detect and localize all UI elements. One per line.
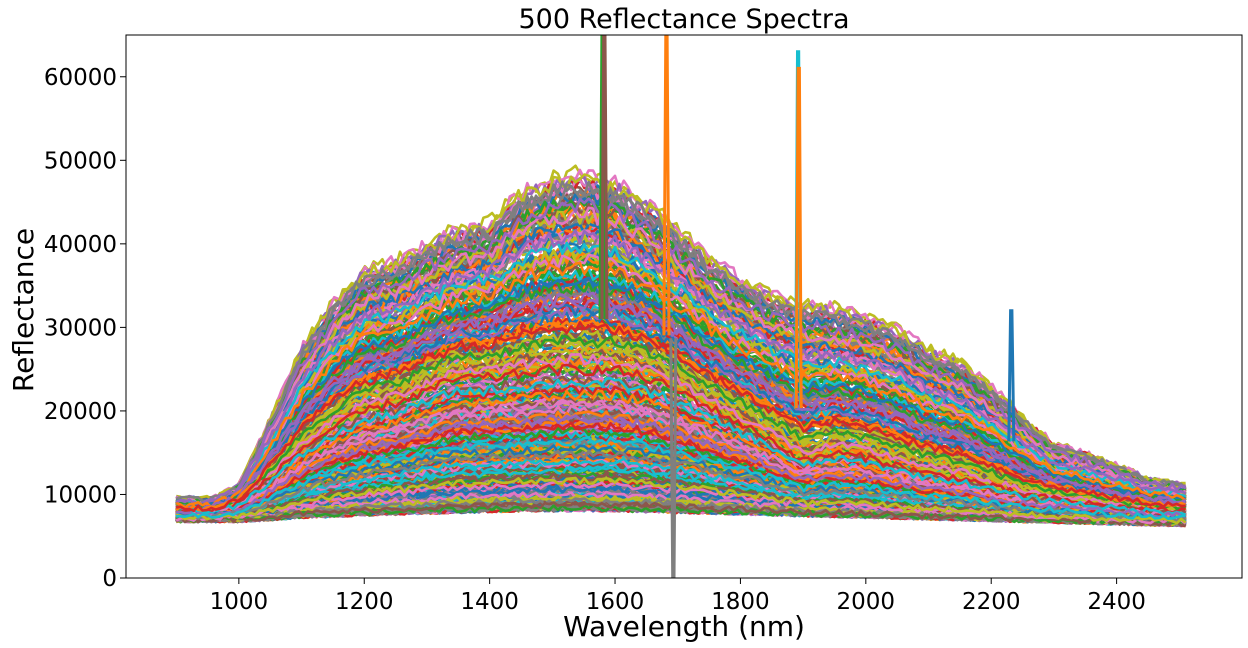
y-tick-label: 40000: [44, 232, 117, 258]
spike-lines: [598, 35, 1016, 578]
spectrum-line: [175, 229, 1187, 506]
spectrum-line: [175, 241, 1186, 507]
spectrum-line: [176, 276, 1186, 510]
spectrum-line: [175, 377, 1187, 517]
spectrum-line: [175, 500, 1187, 527]
spectrum-line: [175, 321, 1186, 513]
x-tick-label: 1000: [210, 589, 269, 615]
spectrum-line: [175, 316, 1187, 511]
x-tick-label: 1800: [711, 589, 770, 615]
x-axis-label: Wavelength (nm): [563, 610, 805, 643]
y-tick-label: 50000: [44, 148, 117, 174]
y-tick-label: 0: [102, 566, 117, 592]
spectrum-line: [175, 206, 1186, 506]
x-tick-label: 1200: [335, 589, 394, 615]
spectrum-line: [175, 279, 1186, 510]
spectrum-line: [175, 197, 1187, 505]
spectra-lines: [175, 164, 1187, 528]
spectrum-line: [176, 296, 1186, 511]
spectrum-line: [175, 353, 1187, 515]
spectrum-line: [176, 436, 1186, 520]
y-tick-label: 10000: [44, 482, 117, 508]
y-tick-label: 60000: [44, 65, 117, 91]
spike-line: [1007, 309, 1016, 442]
x-tick-label: 2400: [1087, 589, 1146, 615]
x-tick-label: 1400: [460, 589, 519, 615]
x-tick-label: 2200: [962, 589, 1021, 615]
y-axis-label: Reflectance: [7, 228, 40, 392]
x-axis: 1000 1200 1400 1600 1800 2000 2200 2400: [210, 578, 1146, 615]
chart-title: 500 Reflectance Spectra: [519, 4, 850, 35]
y-axis: 0 10000 20000 30000 40000 50000 60000: [44, 65, 126, 592]
spike-line: [662, 35, 671, 336]
x-tick-label: 1600: [586, 589, 645, 615]
x-tick-label: 2000: [837, 589, 896, 615]
spike-line: [600, 35, 609, 320]
spectrum-line: [176, 476, 1187, 525]
spectrum-line: [175, 334, 1187, 514]
spectrum-line: [175, 180, 1187, 503]
spectrum-line: [176, 291, 1187, 511]
y-tick-label: 20000: [44, 399, 117, 425]
plot-frame: [125, 34, 1243, 579]
spectrum-line: [175, 222, 1186, 505]
spectrum-line: [176, 449, 1187, 523]
spike-line: [669, 338, 678, 578]
spectrum-line: [175, 261, 1187, 509]
spike-line: [794, 66, 803, 409]
spectrum-line: [175, 398, 1186, 518]
y-tick-label: 30000: [44, 315, 117, 341]
